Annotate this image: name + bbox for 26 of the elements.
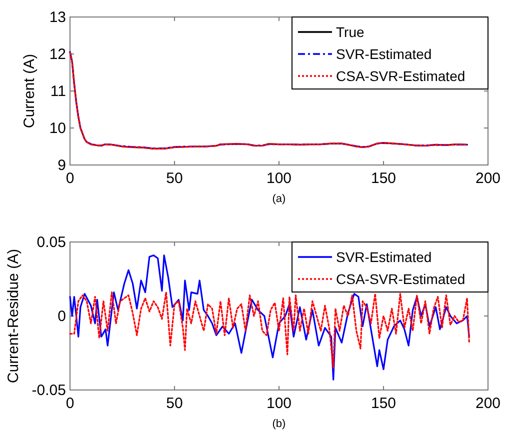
text: (b) [272,418,286,430]
legend-label: SVR-Estimated [336,249,432,265]
y-tick-label: 12 [49,46,66,63]
y-tick-label: 13 [49,9,66,26]
x-tick-label: 100 [266,395,292,412]
x-tick-label: 150 [370,170,396,187]
x-tick-label: 200 [475,395,501,412]
legend-label: SVR-Estimated [336,46,432,62]
y-tick-label: -0.05 [32,382,66,399]
x-tick-label: 150 [370,395,396,412]
legend-label: CSA-SVR-Estimated [336,68,466,84]
x-tick-label: 50 [166,170,183,187]
legend-label: True [336,24,364,40]
y-tick-label: 0 [58,308,66,325]
y-tick-label: 11 [50,83,66,100]
legend-label: CSA-SVR-Estimated [336,271,466,287]
text: (a) [272,193,286,205]
y-tick-label: 10 [49,120,66,137]
y-tick-label: 9 [58,157,66,174]
x-tick-label: 200 [475,170,501,187]
y-axis-title: Current (A) [21,54,38,128]
x-tick-label: 50 [166,395,183,412]
y-tick-label: 0.05 [36,234,66,251]
x-tick-label: 100 [266,170,292,187]
line-series [69,292,470,369]
y-axis-title: Current-Residue (A) [5,248,22,384]
